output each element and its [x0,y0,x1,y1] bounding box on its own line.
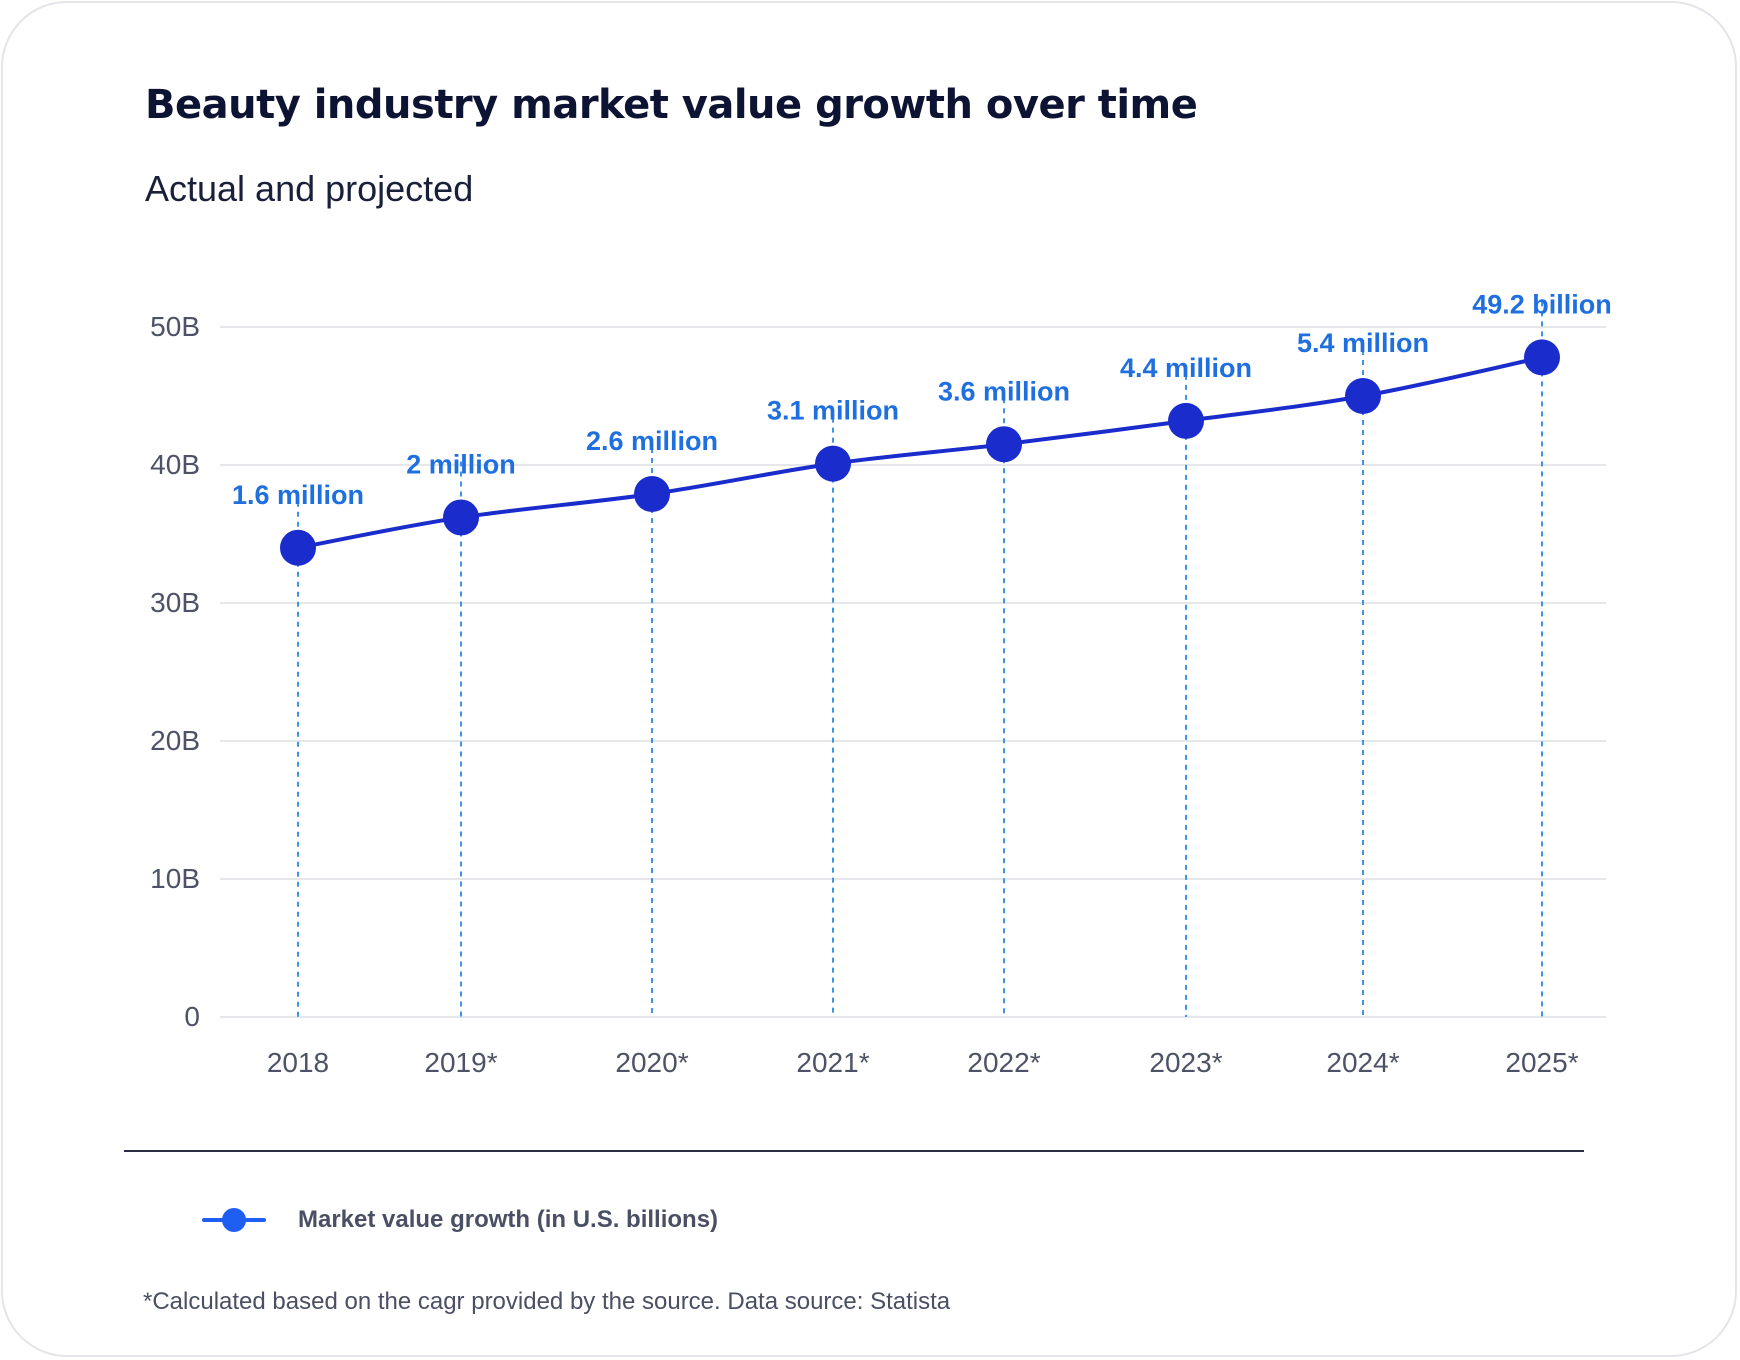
x-tick-label: 2024* [1326,1047,1399,1078]
data-label: 3.6 million [938,376,1070,406]
legend-swatch-icon [200,1202,268,1238]
data-point [443,499,479,536]
data-label: 4.4 million [1120,353,1252,383]
x-tick-label: 2022* [967,1047,1040,1078]
series-line [297,355,1543,550]
x-tick-label: 2020* [615,1047,688,1078]
legend-divider [124,1150,1584,1152]
y-tick-label: 20B [150,725,200,756]
y-tick-label: 10B [150,863,200,894]
x-tick-label: 2021* [796,1047,869,1078]
data-point [1168,402,1204,439]
footnote: *Calculated based on the cagr provided b… [143,1288,951,1315]
chart-title: Beauty industry market value growth over… [145,82,1198,128]
legend: Market value growth (in U.S. billions) [200,1202,718,1238]
data-point [986,426,1022,463]
x-tick-label: 2019* [424,1047,497,1078]
data-point [1345,378,1381,414]
data-label: 2 million [406,449,516,479]
data-label: 5.4 million [1297,328,1429,358]
data-label: 1.6 million [232,480,364,510]
line-chart: 0 10B 20B 30B 40B 50B 1.6 million 2 million 2.6 … [150,289,1612,1078]
x-tick-label: 2023* [1149,1047,1222,1078]
data-point [815,445,851,482]
data-point [280,529,316,566]
data-label: 3.1 million [767,396,899,426]
y-tick-label: 50B [150,311,200,342]
data-label: 49.2 billion [1472,289,1612,319]
y-tick-label: 30B [150,587,200,618]
x-tick-label: 2025* [1505,1047,1578,1078]
data-label: 2.6 million [586,426,718,456]
data-point [634,475,670,512]
chart-subtitle: Actual and projected [145,168,474,209]
y-tick-label: 40B [150,449,200,480]
y-tick-label: 0 [184,1001,200,1032]
legend-label: Market value growth (in U.S. billions) [298,1206,719,1233]
x-tick-label: 2018 [267,1047,329,1078]
data-point [1524,339,1560,376]
